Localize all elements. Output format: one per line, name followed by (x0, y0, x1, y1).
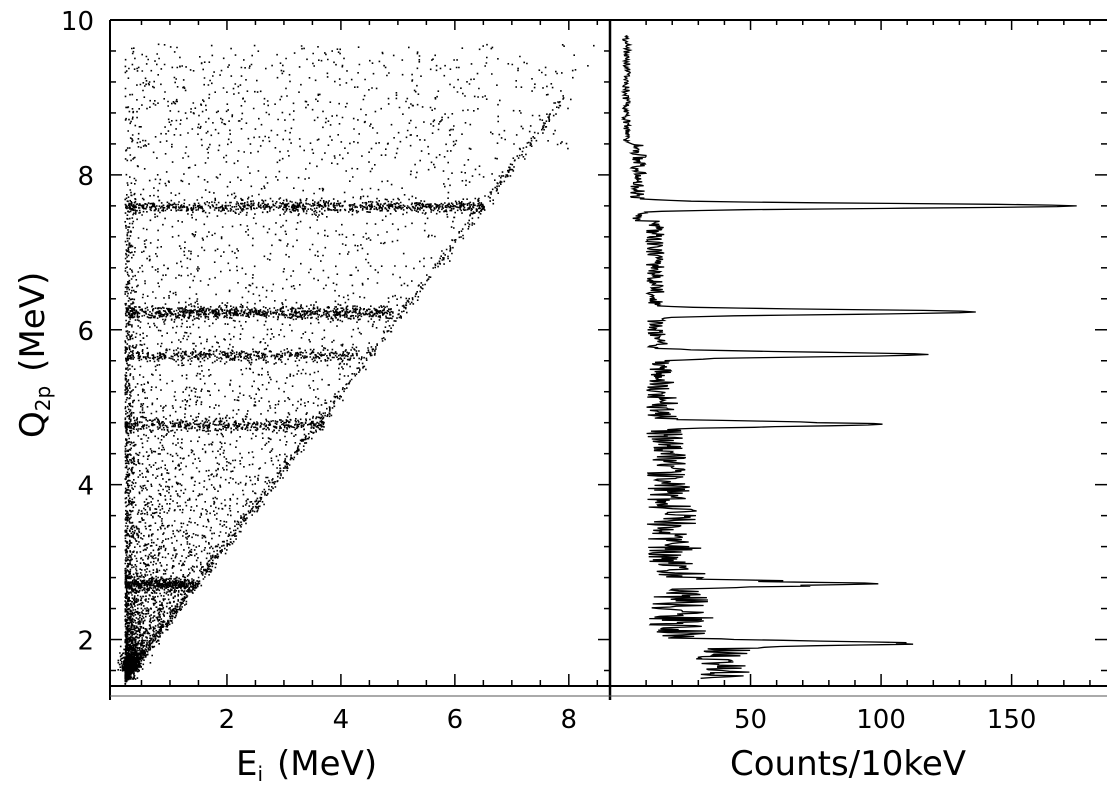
scatter-ylabel: Q2p (MeV) (13, 272, 55, 438)
axes-frame: 2 4 6 8 10 2 4 6 8 50 100 150 (61, 7, 1107, 735)
scatter-points (117, 43, 595, 685)
scatter-ylabel-sub: 2p (31, 386, 55, 411)
y-tick-label: 6 (77, 317, 94, 347)
y-tick-label: 4 (77, 472, 94, 502)
hist-x-tick-label: 50 (734, 705, 767, 735)
scatter-ylabel-unit: (MeV) (13, 272, 53, 372)
y-tick-label: 10 (61, 7, 94, 37)
hist-x-tick-label: 150 (987, 705, 1037, 735)
histogram-panel (620, 34, 1077, 679)
x-tick-label: 8 (561, 705, 578, 735)
x-tick-label: 2 (219, 705, 236, 735)
x-tick-label: 4 (333, 705, 350, 735)
x-tick-label: 6 (447, 705, 464, 735)
scatter-xlabel-unit: (MeV) (277, 744, 377, 784)
scatter-xlabel: Ei (MeV) (236, 744, 377, 786)
scatter-xlabel-sub: i (257, 762, 263, 786)
y-tick-label: 8 (77, 162, 94, 192)
scatter-xlabel-main: E (236, 744, 257, 784)
hist-x-tick-label: 100 (856, 705, 906, 735)
scatter-ylabel-main: Q (13, 411, 53, 438)
y-tick-label: 2 (77, 627, 94, 657)
histogram-xlabel: Counts/10keV (730, 744, 966, 784)
scatter-panel (117, 43, 595, 685)
histogram-line (620, 34, 1077, 679)
